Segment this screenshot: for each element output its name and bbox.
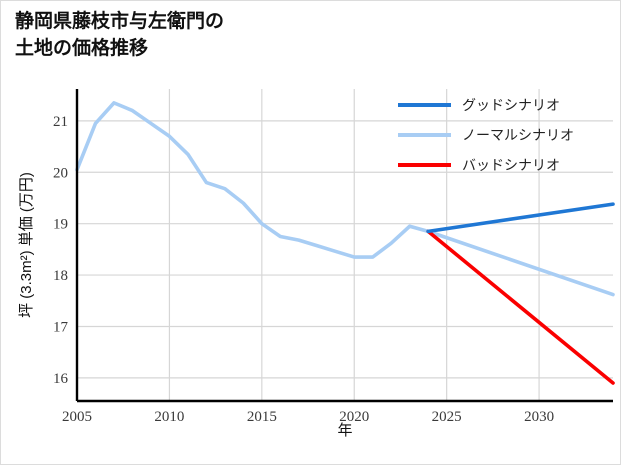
x-tick-label: 2030 bbox=[524, 409, 554, 425]
x-tick-label: 2005 bbox=[62, 409, 92, 425]
y-tick-label: 19 bbox=[53, 217, 68, 233]
x-axis-label: 年 bbox=[337, 422, 352, 439]
x-tick-label: 2025 bbox=[432, 409, 462, 425]
y-axis-tick-labels: 16 17 18 19 20 21 bbox=[53, 114, 69, 387]
y-axis-label: 坪 (3.3m²) 単価 (万円) bbox=[18, 172, 35, 318]
y-tick-label: 16 bbox=[53, 371, 69, 387]
legend-label: バッドシナリオ bbox=[462, 157, 560, 173]
legend-label: ノーマルシナリオ bbox=[462, 127, 574, 143]
x-tick-label: 2010 bbox=[154, 409, 184, 425]
data-series-layer bbox=[75, 101, 615, 385]
legend-label: グッドシナリオ bbox=[462, 97, 560, 113]
series-line bbox=[426, 202, 615, 234]
chart-title: 静岡県藤枝市与左衛門の 土地の価格推移 bbox=[15, 11, 225, 59]
y-tick-label: 20 bbox=[53, 165, 68, 181]
x-tick-label: 2015 bbox=[247, 409, 277, 425]
series-line bbox=[75, 101, 430, 259]
x-axis-tick-labels: 2005 2010 2015 2020 2025 2030 bbox=[62, 409, 554, 425]
y-tick-label: 21 bbox=[53, 114, 68, 130]
y-tick-label: 18 bbox=[53, 268, 68, 284]
x-tick-label: 2020 bbox=[339, 409, 369, 425]
series-line bbox=[426, 229, 615, 297]
y-gridlines bbox=[77, 120, 613, 379]
series-line bbox=[426, 229, 615, 385]
y-tick-label: 17 bbox=[53, 319, 69, 335]
